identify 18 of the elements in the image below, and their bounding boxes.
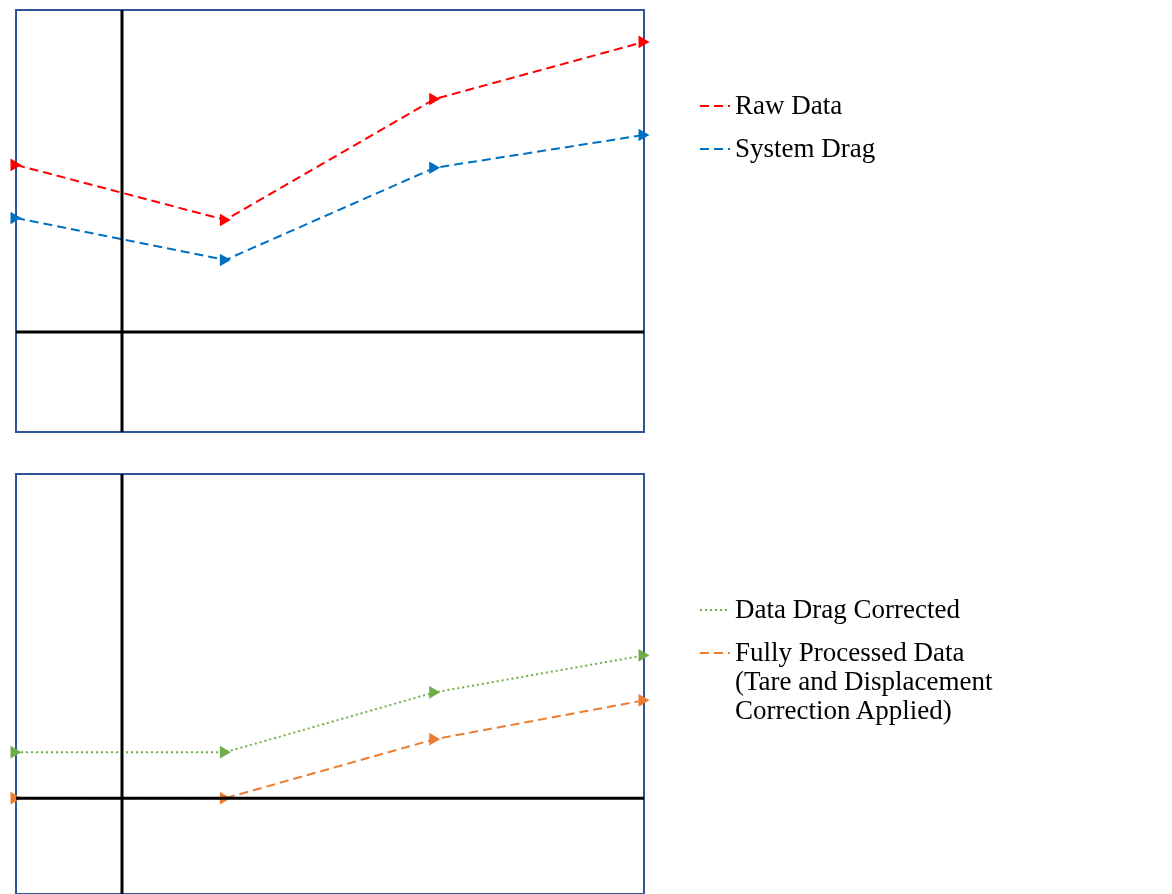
legend-label: Raw Data (735, 90, 843, 120)
point (219, 253, 231, 267)
point (429, 732, 441, 746)
legend-label: Fully Processed Data (Tare and Displacement Correction Applied) (735, 637, 993, 725)
point (10, 211, 22, 225)
point (638, 694, 650, 707)
point (219, 213, 231, 227)
point (429, 161, 441, 175)
point (219, 745, 231, 759)
legend-label: System Drag (735, 133, 876, 163)
point (429, 92, 441, 106)
legend-label: Data Drag Corrected (735, 594, 961, 624)
point (638, 35, 650, 49)
point (638, 128, 650, 142)
point (429, 686, 441, 699)
point (10, 158, 22, 172)
point (10, 745, 22, 759)
point (638, 649, 650, 662)
